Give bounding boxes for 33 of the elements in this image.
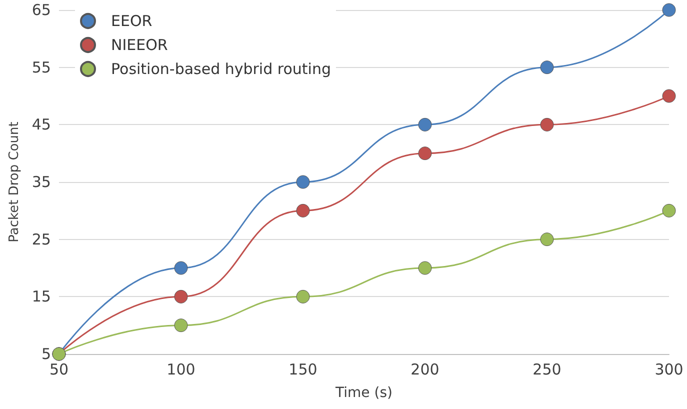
point <box>540 60 554 74</box>
y-axis-title: Packet Drop Count <box>7 122 22 242</box>
legend-label: NIEEOR <box>111 36 168 54</box>
y-tick-label: 45 <box>32 116 51 134</box>
y-tick-label: 25 <box>32 230 51 248</box>
x-tick-label: 100 <box>166 360 196 378</box>
point <box>540 118 554 132</box>
point <box>174 318 188 332</box>
x-tick-label: 250 <box>532 360 562 378</box>
point <box>296 175 310 189</box>
x-axis-title: Time (s) <box>334 385 392 401</box>
legend-label: Position-based hybrid routing <box>111 60 331 78</box>
point <box>174 290 188 304</box>
y-tick-label: 15 <box>32 288 51 306</box>
y-tick-label: 35 <box>32 173 51 191</box>
y-tick-label: 5 <box>41 345 51 363</box>
point <box>296 290 310 304</box>
point <box>418 118 432 132</box>
point <box>662 204 676 218</box>
x-tick-label: 200 <box>410 360 440 378</box>
y-tick-label: 65 <box>32 1 51 19</box>
point <box>418 146 432 160</box>
point <box>540 232 554 246</box>
x-tick-label: 300 <box>654 360 684 378</box>
point <box>662 89 676 103</box>
legend-label: EEOR <box>111 12 152 30</box>
point <box>418 261 432 275</box>
y-tick-label: 55 <box>32 58 51 76</box>
x-tick-label: 50 <box>49 360 69 378</box>
x-tick-label: 150 <box>288 360 318 378</box>
point <box>662 3 676 17</box>
point <box>174 261 188 275</box>
point <box>296 204 310 218</box>
